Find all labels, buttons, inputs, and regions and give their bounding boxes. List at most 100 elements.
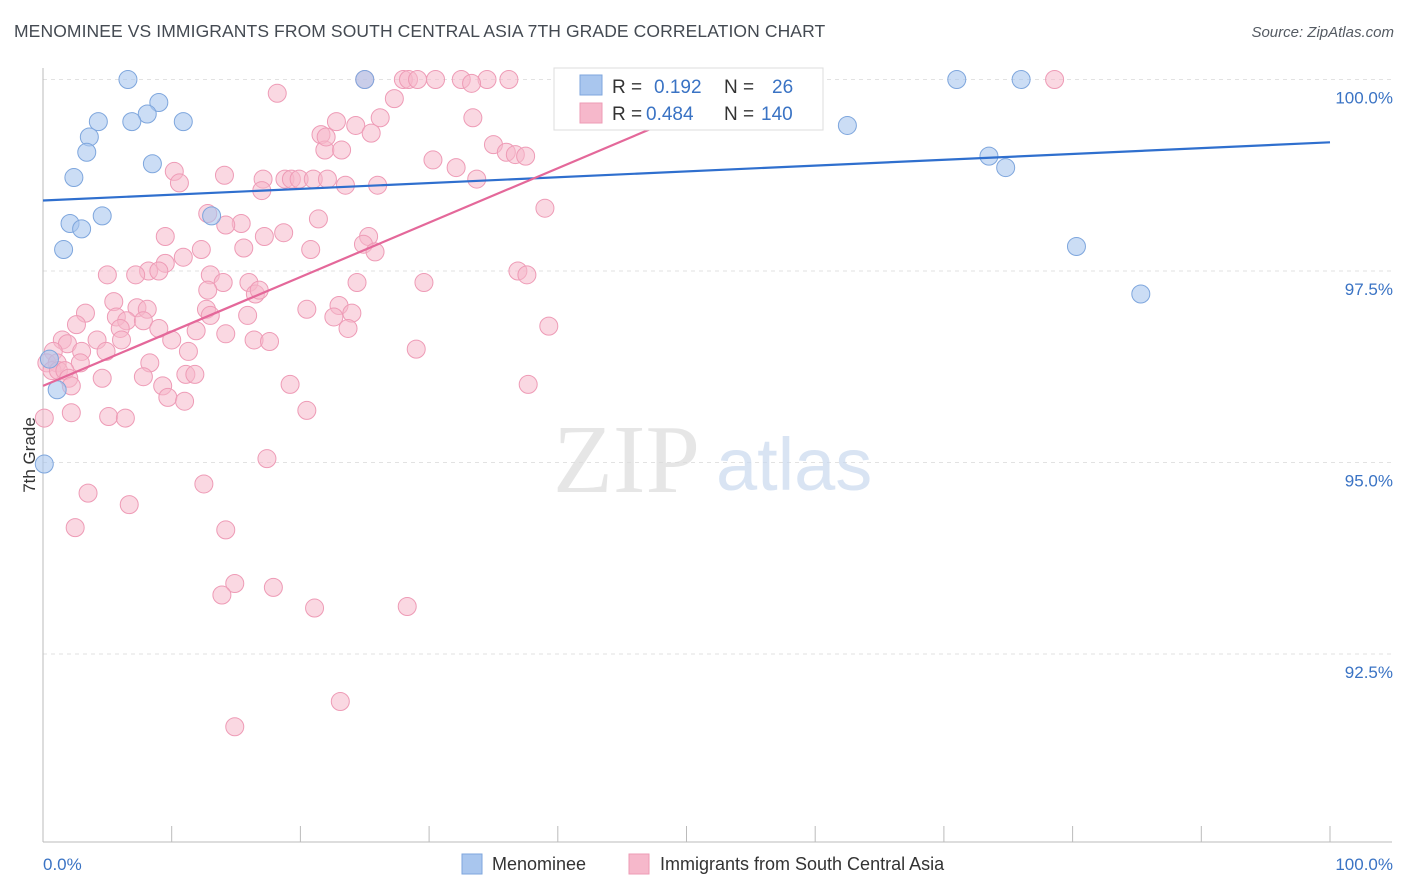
point-menominee-14: [996, 158, 1016, 178]
point-menominee-15: [64, 168, 84, 188]
y-tick-labels: 92.5% 95.0% 97.5% 100.0%: [1335, 89, 1393, 683]
point-immigrants-112: [185, 364, 205, 384]
y-tick-label-0: 92.5%: [1345, 663, 1393, 682]
point-immigrants-125: [115, 408, 135, 428]
point-immigrants-130: [119, 495, 139, 515]
point-immigrants-75: [297, 299, 317, 319]
point-immigrants-120: [158, 387, 178, 407]
point-immigrants-90: [338, 318, 358, 338]
point-immigrants-28: [467, 169, 487, 189]
stats-legend: R = 0.192 N = 26 R = 0.484 N = 140: [553, 67, 824, 131]
point-immigrants-68: [198, 280, 218, 300]
point-menominee-7: [88, 112, 108, 132]
point-immigrants-113: [133, 367, 153, 387]
legend-swatch-immigrants: [579, 102, 603, 124]
legend-r-label-1: R =: [612, 77, 642, 98]
point-immigrants-128: [194, 474, 214, 494]
point-immigrants-91: [539, 316, 559, 336]
point-immigrants-131: [65, 518, 85, 538]
point-menominee-8: [173, 112, 193, 132]
point-immigrants-47: [254, 227, 274, 247]
trend-lines: [42, 78, 1331, 387]
point-immigrants-64: [347, 272, 367, 292]
x-tick-labels: 0.0% 100.0%: [43, 855, 1393, 874]
point-immigrants-94: [112, 330, 132, 350]
point-menominee-17: [202, 206, 222, 226]
point-immigrants-4: [426, 70, 446, 89]
point-immigrants-83: [238, 305, 258, 325]
point-menominee-11: [77, 142, 97, 162]
watermark: ZIP atlas: [553, 406, 872, 514]
point-menominee-20: [54, 240, 74, 260]
point-immigrants-37: [169, 173, 189, 193]
point-immigrants-127: [257, 449, 277, 469]
point-immigrants-10: [267, 83, 287, 103]
point-immigrants-62: [213, 272, 233, 292]
point-menominee-12: [142, 154, 162, 174]
legend-n-label-2: N =: [724, 104, 754, 125]
point-menominee-13: [979, 146, 999, 166]
point-immigrants-21: [361, 123, 381, 143]
point-menominee-21: [1066, 236, 1086, 256]
point-immigrants-36: [317, 169, 337, 189]
bottom-legend: Menominee Immigrants from South Central …: [461, 853, 945, 875]
point-menominee-0: [118, 70, 138, 89]
series-immigrants-south-central-asia: [34, 70, 1065, 737]
legend-r-label-2: R =: [612, 104, 642, 125]
bottom-legend-swatch-menominee: [461, 853, 483, 875]
point-menominee-3: [1011, 70, 1031, 89]
legend-swatch-menominee: [579, 74, 603, 96]
point-immigrants-137: [397, 597, 417, 617]
point-immigrants-55: [173, 247, 193, 267]
point-menominee-5: [137, 104, 157, 124]
point-immigrants-16: [370, 108, 390, 128]
bottom-legend-swatch-immigrants: [628, 853, 650, 875]
point-menominee-23: [39, 349, 59, 369]
point-menominee-2: [947, 70, 967, 89]
point-immigrants-3: [408, 70, 428, 89]
point-immigrants-51: [191, 240, 211, 260]
point-immigrants-65: [414, 272, 434, 292]
point-immigrants-12: [462, 73, 482, 93]
point-immigrants-41: [535, 198, 555, 218]
point-immigrants-38: [335, 175, 355, 195]
point-menominee-16: [92, 206, 112, 226]
point-immigrants-89: [216, 324, 236, 344]
point-menominee-25: [34, 454, 54, 474]
point-menominee-9: [837, 115, 857, 135]
trend-line-menominee: [42, 141, 1331, 202]
point-menominee-19: [72, 219, 92, 239]
y-tick-label-3: 100.0%: [1335, 89, 1393, 108]
trend-line-immigrants: [42, 78, 769, 387]
point-immigrants-15: [346, 115, 366, 135]
bottom-legend-label-menominee: Menominee: [492, 854, 586, 874]
point-immigrants-52: [234, 238, 254, 258]
point-immigrants-61: [126, 265, 146, 285]
point-immigrants-67: [517, 265, 537, 285]
y-tick-label-2: 97.5%: [1345, 280, 1393, 299]
legend-n-label-1: N =: [724, 77, 754, 98]
point-menominee-4: [149, 92, 169, 112]
watermark-zip: ZIP: [553, 406, 700, 514]
point-immigrants-123: [61, 403, 81, 423]
point-immigrants-46: [274, 223, 294, 243]
point-immigrants-58: [149, 261, 169, 281]
point-immigrants-129: [78, 483, 98, 503]
point-immigrants-136: [305, 598, 325, 618]
point-immigrants-121: [175, 391, 195, 411]
point-immigrants-103: [406, 339, 426, 359]
point-immigrants-134: [263, 577, 283, 597]
point-immigrants-118: [280, 374, 300, 394]
point-immigrants-27: [446, 158, 466, 178]
point-immigrants-48: [155, 227, 175, 247]
point-immigrants-17: [463, 108, 483, 128]
y-axis-label: 7th Grade: [20, 417, 39, 493]
point-immigrants-7: [499, 70, 519, 89]
point-immigrants-53: [301, 240, 321, 260]
series-menominee: [34, 70, 1151, 474]
x-tick-label-1: 100.0%: [1335, 855, 1393, 874]
point-menominee-6: [122, 112, 142, 132]
bottom-legend-label-immigrants: Immigrants from South Central Asia: [660, 854, 945, 874]
point-immigrants-102: [178, 341, 198, 361]
